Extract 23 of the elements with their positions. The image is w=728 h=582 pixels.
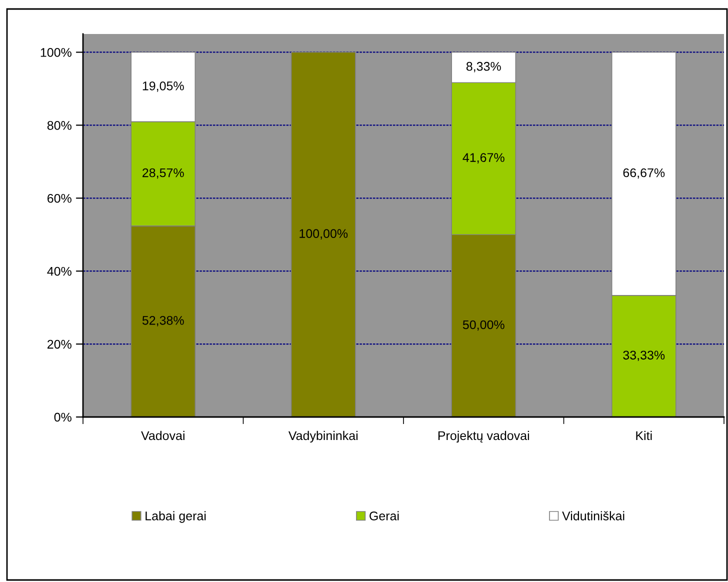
- data-label: 33,33%: [623, 350, 665, 362]
- x-tick-label: Projektų vadovai: [438, 430, 529, 443]
- data-label: 19,05%: [142, 81, 184, 92]
- x-tick-label: Kiti: [636, 430, 652, 440]
- y-tick-label: 40%: [47, 266, 72, 276]
- legend-label: Vidutiniškai: [562, 511, 624, 520]
- data-label: 8,33%: [466, 62, 501, 72]
- y-tick-label: 60%: [48, 194, 72, 203]
- legend-label: Labai gerai: [146, 511, 206, 523]
- data-label: 66,67%: [623, 168, 665, 179]
- x-tick-label: Vadovai: [141, 430, 184, 440]
- data-label: 100,00%: [300, 229, 348, 240]
- y-tick-label: 100%: [40, 48, 72, 57]
- y-tick-label: 80%: [47, 120, 72, 130]
- data-label: 28,57%: [142, 168, 184, 179]
- legend-label: Gerai: [370, 511, 399, 520]
- x-tick-label: Vadybininkai: [288, 430, 358, 443]
- data-label: 41,67%: [462, 153, 504, 164]
- bar: [290, 52, 356, 417]
- data-label: 50,00%: [462, 320, 504, 331]
- data-label: 52,38%: [142, 316, 184, 326]
- y-tick-label: 20%: [48, 340, 72, 349]
- y-tick-label: 0%: [54, 412, 72, 422]
